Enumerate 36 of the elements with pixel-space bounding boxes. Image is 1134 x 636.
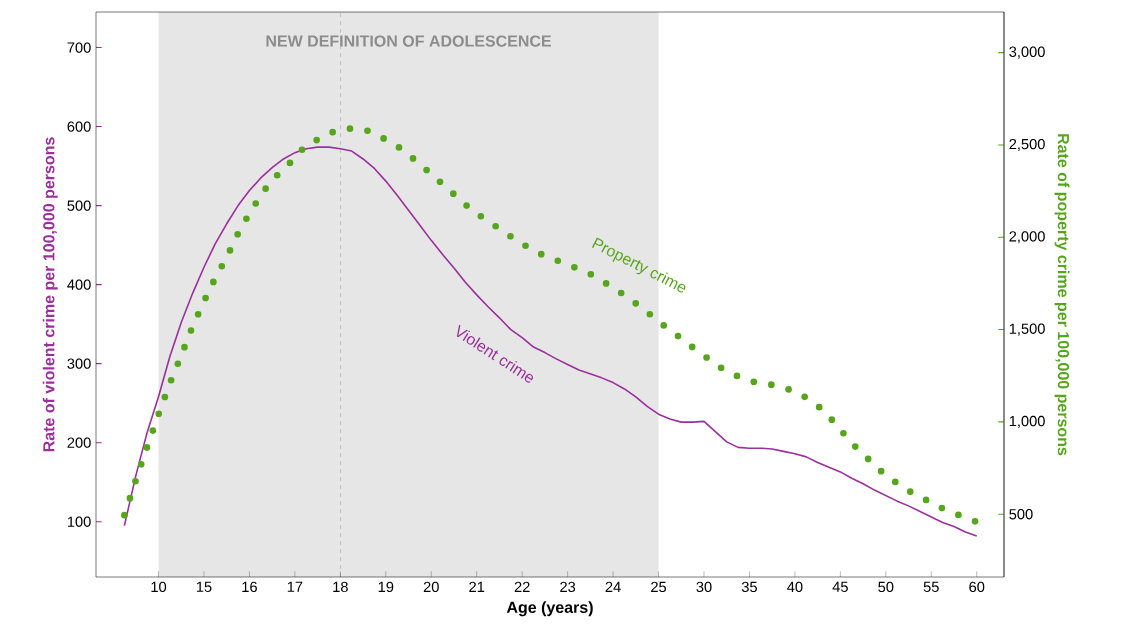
x-tick-label: 45 — [832, 581, 848, 592]
band-label: NEW DEFINITION OF ADOLESCENCE — [266, 35, 551, 47]
y-tick-label: 300 — [67, 358, 91, 369]
y-tick-label: 200 — [67, 437, 91, 448]
y2-tick-label: 2,000 — [1009, 231, 1045, 244]
x-tick-label: 55 — [923, 581, 939, 592]
x-tick-label: 10 — [151, 581, 167, 593]
x-tick-label: 19 — [378, 581, 394, 593]
x-tick-label: 16 — [242, 581, 257, 593]
x-tick-label: 24 — [605, 581, 621, 592]
x-tick-label: 15 — [196, 581, 212, 592]
x-tick-label: 35 — [741, 581, 757, 593]
y-tick-label: 500 — [67, 200, 91, 211]
y2-tick-label: 3,000 — [1009, 46, 1045, 59]
x-tick-label: 40 — [787, 581, 803, 593]
x-tick-label: 60 — [969, 581, 985, 593]
y2-axis-title: Rate of poperty crime per 100,000 persons — [1054, 134, 1070, 456]
x-tick-label: 17 — [287, 581, 303, 592]
y2-tick-label: 1,500 — [1009, 323, 1045, 336]
y-tick-label: 600 — [67, 121, 91, 132]
x-tick-label: 30 — [696, 581, 712, 593]
x-axis-title: Age (years) — [506, 601, 593, 617]
y2-tick-label: 2,500 — [1009, 138, 1045, 151]
x-tick-label: 23 — [560, 581, 576, 593]
x-tick-label: 18 — [333, 581, 348, 593]
x-tick-label: 50 — [878, 581, 894, 593]
x-tick-label: 20 — [423, 581, 439, 593]
x-tick-label: 21 — [469, 581, 485, 592]
x-tick-label: 25 — [651, 581, 667, 593]
y-tick-label: 700 — [67, 42, 91, 53]
y-tick-label: 100 — [67, 516, 91, 527]
x-tick-label: 22 — [514, 581, 530, 592]
y2-tick-label: 500 — [1009, 509, 1033, 520]
y2-tick-label: 1,000 — [1009, 415, 1045, 428]
y-axis-title: Rate of violent crime per 100,000 persons — [42, 137, 58, 452]
y-tick-label: 400 — [67, 279, 91, 290]
